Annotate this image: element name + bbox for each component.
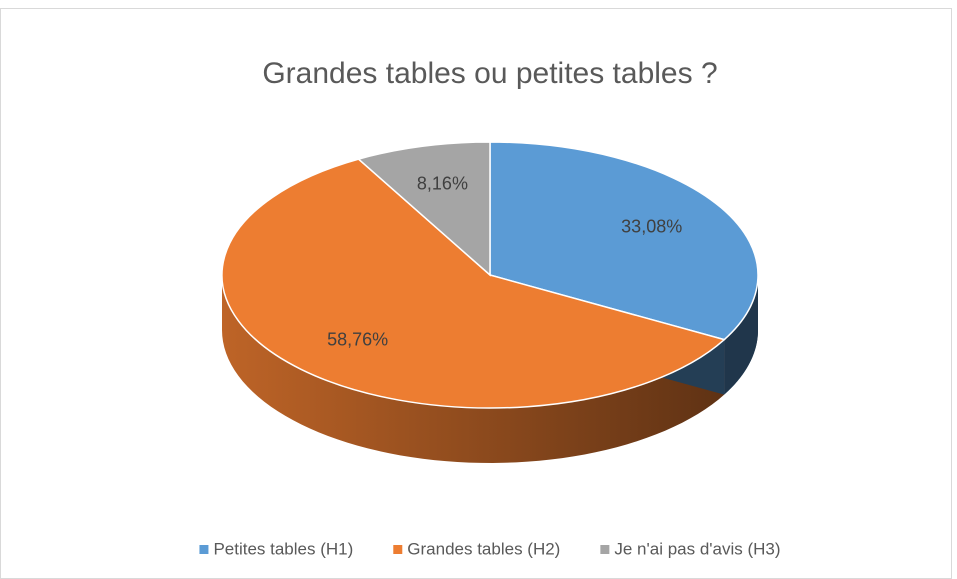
data-label: 8,16% bbox=[417, 174, 468, 194]
pie-slice bbox=[357, 141, 491, 277]
legend-swatch bbox=[199, 545, 209, 554]
data-label: 58,76% bbox=[327, 330, 388, 350]
legend-swatch bbox=[393, 545, 403, 554]
pie-side bbox=[724, 275, 758, 395]
chart-title: Grandes tables ou petites tables ? bbox=[262, 57, 717, 90]
pie-slice bbox=[489, 141, 759, 341]
legend-label: Je n'ai pas d'avis (H3) bbox=[614, 539, 780, 558]
legend-label: Petites tables (H1) bbox=[213, 539, 353, 558]
data-label: 33,08% bbox=[621, 217, 682, 237]
pie-slice bbox=[221, 158, 726, 409]
legend-label: Grandes tables (H2) bbox=[407, 539, 560, 558]
legend-swatch bbox=[600, 545, 610, 554]
pie-side bbox=[222, 275, 725, 463]
